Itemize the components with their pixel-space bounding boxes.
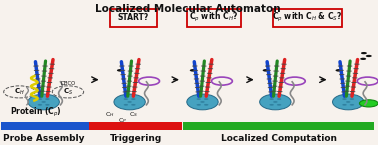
Circle shape <box>124 104 128 106</box>
Circle shape <box>38 98 42 100</box>
Circle shape <box>131 104 136 106</box>
Circle shape <box>131 98 136 100</box>
Circle shape <box>270 104 274 106</box>
Ellipse shape <box>114 94 145 110</box>
Text: DBCO: DBCO <box>60 81 76 86</box>
Circle shape <box>45 98 50 100</box>
Text: Localized Computation: Localized Computation <box>220 134 336 143</box>
Bar <box>183 122 374 130</box>
Circle shape <box>350 98 354 100</box>
Circle shape <box>277 104 281 106</box>
Circle shape <box>124 98 128 100</box>
Text: Localized Molecular Automaton: Localized Molecular Automaton <box>95 4 280 14</box>
Circle shape <box>204 98 208 100</box>
Circle shape <box>117 69 124 72</box>
Circle shape <box>200 101 205 103</box>
Bar <box>89 122 182 130</box>
Circle shape <box>197 104 201 106</box>
Circle shape <box>263 69 270 72</box>
Text: C$_H$: C$_H$ <box>14 87 25 97</box>
Ellipse shape <box>260 94 291 110</box>
Circle shape <box>45 104 50 106</box>
Circle shape <box>366 55 372 57</box>
Circle shape <box>270 98 274 100</box>
Text: Probe Assembly: Probe Assembly <box>3 134 84 143</box>
Text: C$_S$: C$_S$ <box>129 110 138 119</box>
Text: C$_p$ with C$_H$ & C$_S$?: C$_p$ with C$_H$ & C$_S$? <box>272 11 342 25</box>
Circle shape <box>360 58 366 60</box>
Circle shape <box>342 104 347 106</box>
Circle shape <box>38 104 42 106</box>
Circle shape <box>336 69 342 72</box>
Circle shape <box>346 101 350 103</box>
Ellipse shape <box>28 94 59 110</box>
Circle shape <box>350 104 354 106</box>
Text: C$_S$: C$_S$ <box>63 87 73 97</box>
Circle shape <box>277 98 281 100</box>
Circle shape <box>342 98 347 100</box>
Circle shape <box>361 52 367 54</box>
Circle shape <box>190 69 197 72</box>
Text: C$_p$ with C$_H$?: C$_p$ with C$_H$? <box>189 11 238 25</box>
Ellipse shape <box>187 94 218 110</box>
Circle shape <box>273 101 277 103</box>
Circle shape <box>127 101 132 103</box>
Circle shape <box>42 101 46 103</box>
Text: Triggering: Triggering <box>110 134 162 143</box>
Ellipse shape <box>359 100 378 107</box>
Text: Protein (C$_p$): Protein (C$_p$) <box>10 106 62 119</box>
Ellipse shape <box>333 94 364 110</box>
Circle shape <box>204 104 208 106</box>
Text: C$_H$: C$_H$ <box>105 110 115 119</box>
Text: C$_P$: C$_P$ <box>118 116 127 125</box>
Circle shape <box>197 98 201 100</box>
Bar <box>1 122 88 130</box>
Text: START?: START? <box>118 13 149 22</box>
